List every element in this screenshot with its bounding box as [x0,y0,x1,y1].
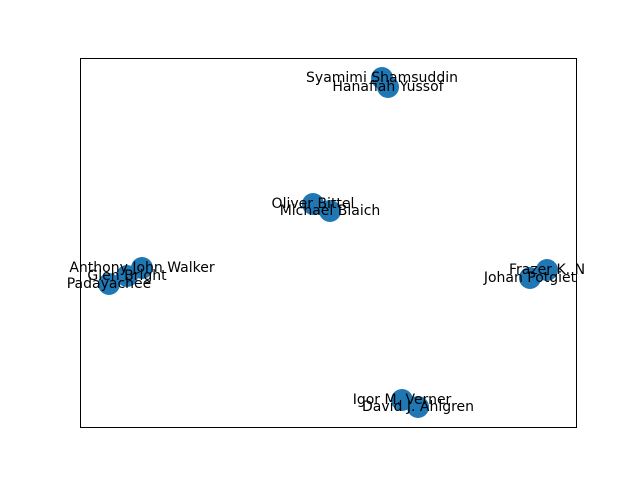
node-label-igor: Igor M. Verner [353,392,452,408]
node-frazer [536,259,558,281]
node-johan [519,267,541,289]
node-padayachee [98,273,120,295]
node-label-syamimi: Syamimi Shamsuddin [306,70,458,86]
node-michael [319,200,341,222]
node-oliver [302,193,324,215]
node-david [407,396,429,418]
node-label-glen: Glen Bright [87,268,167,284]
node-label-michael: Michael Blaich [280,203,381,219]
node-label-oliver: Oliver Bittel [272,196,355,212]
plot-frame [80,58,577,428]
node-label-anthony: Anthony John Walker [69,260,215,276]
node-label-frazer: Frazer K. N [509,262,585,278]
node-label-johan: Johan Potgiet [483,270,577,286]
node-hanafiah [377,76,399,98]
node-label-padayachee: Padayachee [67,276,152,292]
nodes-layer [98,67,558,418]
node-glen [116,265,138,287]
node-label-david: David J. Ahlgren [362,399,474,415]
node-label-hanafiah: Hanafiah Yussof [332,79,444,95]
edges-layer [108,77,548,408]
